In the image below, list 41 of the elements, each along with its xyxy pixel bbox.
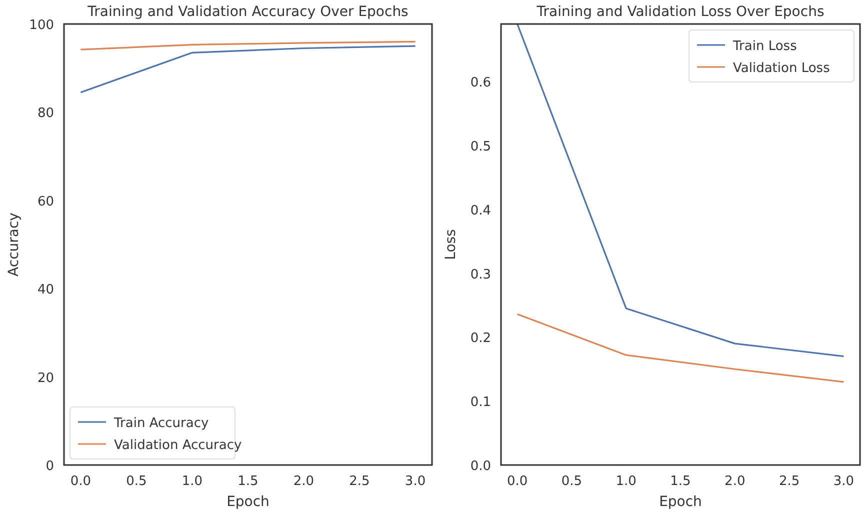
y-tick-label: 60 — [37, 194, 54, 210]
x-tick-label: 1.5 — [238, 474, 258, 489]
legend-label: Train Loss — [732, 39, 798, 54]
y-tick-label: 0.6 — [470, 76, 491, 91]
y-tick-label: 0.1 — [470, 395, 491, 410]
y-tick-label: 80 — [37, 106, 54, 122]
x-tick-label: 1.0 — [182, 474, 203, 489]
legend-label: Validation Loss — [733, 61, 830, 76]
line-series — [80, 45, 416, 94]
legend-label: Train Accuracy — [113, 416, 209, 431]
chart-title: Training and Validation Loss Over Epochs — [536, 4, 824, 20]
x-tick-label: 2.0 — [293, 474, 314, 489]
x-tick-label: 2.5 — [778, 474, 800, 489]
x-tick-label: 0.5 — [126, 474, 147, 489]
y-tick-label: 0.4 — [470, 203, 491, 218]
line-series — [516, 24, 844, 358]
x-tick-label: 0.0 — [506, 474, 528, 489]
x-axis-title: Epoch — [659, 494, 702, 510]
line-series — [80, 40, 416, 50]
y-tick-label: 0 — [46, 459, 54, 474]
y-tick-label: 100 — [29, 18, 54, 33]
legend-label: Validation Accuracy — [114, 438, 242, 453]
y-axis-title: Accuracy — [6, 212, 22, 276]
x-axis-title: Epoch — [226, 494, 270, 510]
x-tick-label: 3.0 — [833, 474, 854, 489]
x-tick-label: 3.0 — [404, 474, 426, 489]
y-tick-label: 0.5 — [470, 139, 491, 154]
x-tick-label: 2.5 — [349, 474, 370, 489]
y-tick-label: 20 — [37, 370, 54, 386]
x-tick-label: 1.0 — [616, 474, 636, 489]
x-tick-label: 0.0 — [70, 474, 92, 489]
x-tick-label: 1.5 — [670, 474, 691, 489]
chart-title: Training and Validation Accuracy Over Epochs — [86, 4, 408, 20]
x-tick-label: 2.0 — [724, 474, 746, 489]
y-tick-label: 0.3 — [470, 267, 491, 282]
y-tick-label: 0.0 — [470, 459, 491, 474]
y-axis-title: Loss — [443, 229, 459, 260]
y-tick-label: 40 — [37, 282, 54, 298]
line-series — [516, 313, 844, 383]
y-tick-label: 0.2 — [470, 331, 491, 346]
x-tick-label: 0.5 — [561, 474, 582, 489]
